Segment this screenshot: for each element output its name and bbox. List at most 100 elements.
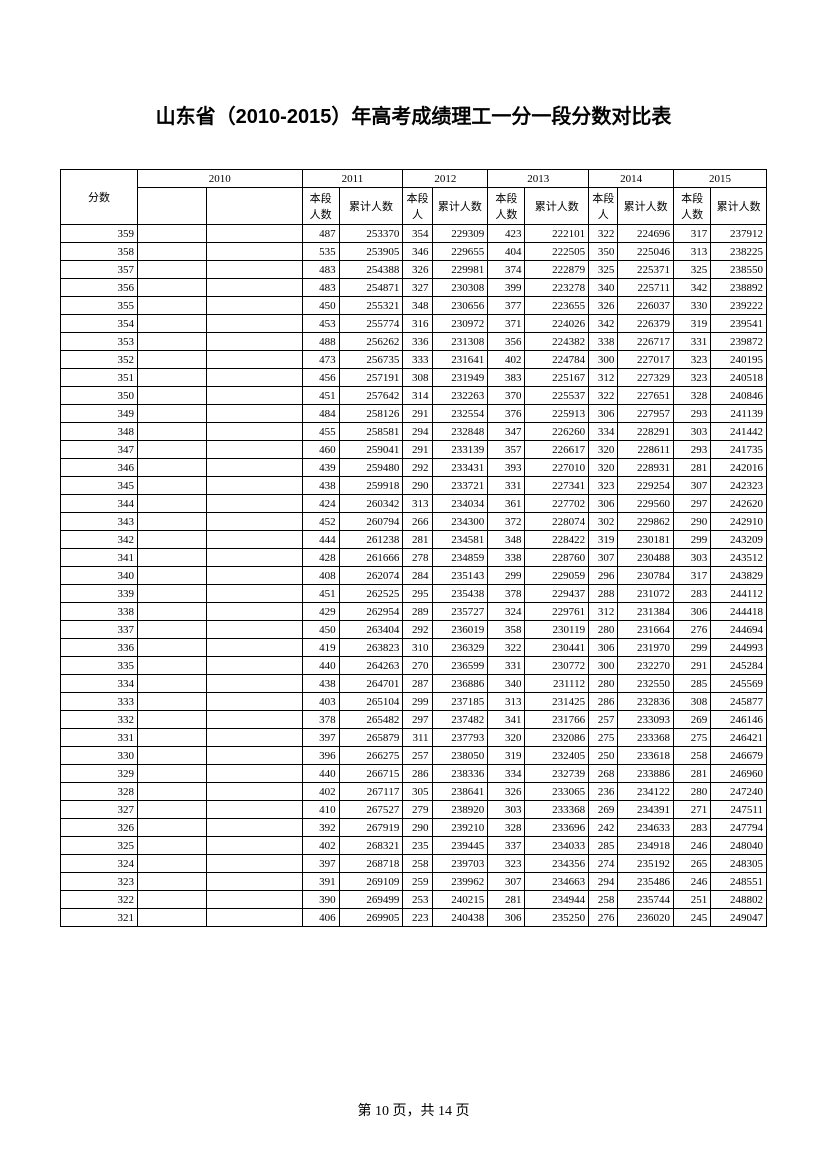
table-cell: 392 (302, 819, 339, 837)
table-cell: 302 (589, 513, 618, 531)
table-cell: 230488 (618, 549, 674, 567)
table-cell: 231766 (525, 711, 589, 729)
table-cell: 280 (589, 675, 618, 693)
table-row: 3344382647012872368863402311122802325502… (61, 675, 767, 693)
table-cell (206, 333, 302, 351)
table-cell: 235250 (525, 909, 589, 927)
table-cell: 438 (302, 675, 339, 693)
table-cell: 306 (589, 405, 618, 423)
score-table: 分数 2010 2011 2012 2013 2014 2015 本段人数 累计… (60, 169, 767, 927)
table-cell: 228422 (525, 531, 589, 549)
table-cell: 232405 (525, 747, 589, 765)
table-cell: 234633 (618, 819, 674, 837)
table-row: 3554502553213482306563772236553262260373… (61, 297, 767, 315)
table-cell: 230181 (618, 531, 674, 549)
table-cell: 229309 (432, 225, 488, 243)
table-row: 3504512576423142322633702255373222276513… (61, 387, 767, 405)
table-cell: 274 (589, 855, 618, 873)
table-cell: 253 (403, 891, 432, 909)
table-cell (206, 585, 302, 603)
table-row: 3564832548713272303083992232783402257113… (61, 279, 767, 297)
table-cell: 267919 (339, 819, 403, 837)
table-cell: 234581 (432, 531, 488, 549)
table-cell: 239962 (432, 873, 488, 891)
table-cell: 258 (403, 855, 432, 873)
table-cell: 291 (403, 405, 432, 423)
table-row: 3274102675272792389203032333682692343912… (61, 801, 767, 819)
table-cell: 428 (302, 549, 339, 567)
table-cell (137, 837, 206, 855)
table-row: 3374502634042922360193582301192802316642… (61, 621, 767, 639)
table-cell: 233368 (525, 801, 589, 819)
table-cell (206, 603, 302, 621)
table-cell: 230441 (525, 639, 589, 657)
table-cell: 257642 (339, 387, 403, 405)
table-cell: 235486 (618, 873, 674, 891)
table-cell (137, 855, 206, 873)
col-year-2011: 2011 (302, 170, 403, 188)
table-cell: 247240 (711, 783, 767, 801)
table-cell: 236020 (618, 909, 674, 927)
table-cell (137, 459, 206, 477)
table-cell: 346 (403, 243, 432, 261)
table-cell: 233368 (618, 729, 674, 747)
col-year-2015: 2015 (674, 170, 767, 188)
table-cell: 300 (589, 351, 618, 369)
table-cell: 238920 (432, 801, 488, 819)
table-cell (137, 621, 206, 639)
table-cell: 244993 (711, 639, 767, 657)
sub-2010b (206, 188, 302, 225)
table-cell: 276 (589, 909, 618, 927)
table-cell: 440 (302, 657, 339, 675)
table-cell: 419 (302, 639, 339, 657)
table-cell: 245 (674, 909, 711, 927)
table-cell: 303 (488, 801, 525, 819)
col-score: 分数 (61, 170, 138, 225)
table-cell: 269109 (339, 873, 403, 891)
table-cell: 293 (674, 441, 711, 459)
table-cell: 342 (674, 279, 711, 297)
table-cell: 320 (488, 729, 525, 747)
table-cell (137, 801, 206, 819)
table-cell: 231112 (525, 675, 589, 693)
table-cell: 289 (403, 603, 432, 621)
table-cell: 226617 (525, 441, 589, 459)
table-cell: 331 (61, 729, 138, 747)
table-cell: 234944 (525, 891, 589, 909)
table-cell (206, 567, 302, 585)
table-cell: 238550 (711, 261, 767, 279)
table-cell: 233696 (525, 819, 589, 837)
table-row: 3585352539053462296554042225053502250463… (61, 243, 767, 261)
sub-cum: 累计人数 (525, 188, 589, 225)
table-cell: 377 (488, 297, 525, 315)
table-cell: 233618 (618, 747, 674, 765)
table-cell: 456 (302, 369, 339, 387)
table-cell: 238892 (711, 279, 767, 297)
table-cell (206, 459, 302, 477)
table-cell: 350 (589, 243, 618, 261)
table-cell: 235192 (618, 855, 674, 873)
table-cell: 306 (589, 639, 618, 657)
table-cell: 268718 (339, 855, 403, 873)
table-cell: 238050 (432, 747, 488, 765)
table-cell: 236 (589, 783, 618, 801)
table-cell: 232848 (432, 423, 488, 441)
table-cell: 246679 (711, 747, 767, 765)
table-cell (206, 297, 302, 315)
table-cell: 286 (403, 765, 432, 783)
table-cell: 225537 (525, 387, 589, 405)
table-cell: 234034 (432, 495, 488, 513)
table-cell: 306 (589, 495, 618, 513)
table-cell: 294 (589, 873, 618, 891)
table-cell: 265104 (339, 693, 403, 711)
table-cell: 225913 (525, 405, 589, 423)
table-cell (206, 513, 302, 531)
table-cell (206, 243, 302, 261)
table-cell: 390 (302, 891, 339, 909)
table-cell (137, 693, 206, 711)
table-header: 分数 2010 2011 2012 2013 2014 2015 本段人数 累计… (61, 170, 767, 225)
table-cell: 397 (302, 729, 339, 747)
table-cell (206, 909, 302, 927)
sub-2010a (137, 188, 206, 225)
table-cell: 222879 (525, 261, 589, 279)
